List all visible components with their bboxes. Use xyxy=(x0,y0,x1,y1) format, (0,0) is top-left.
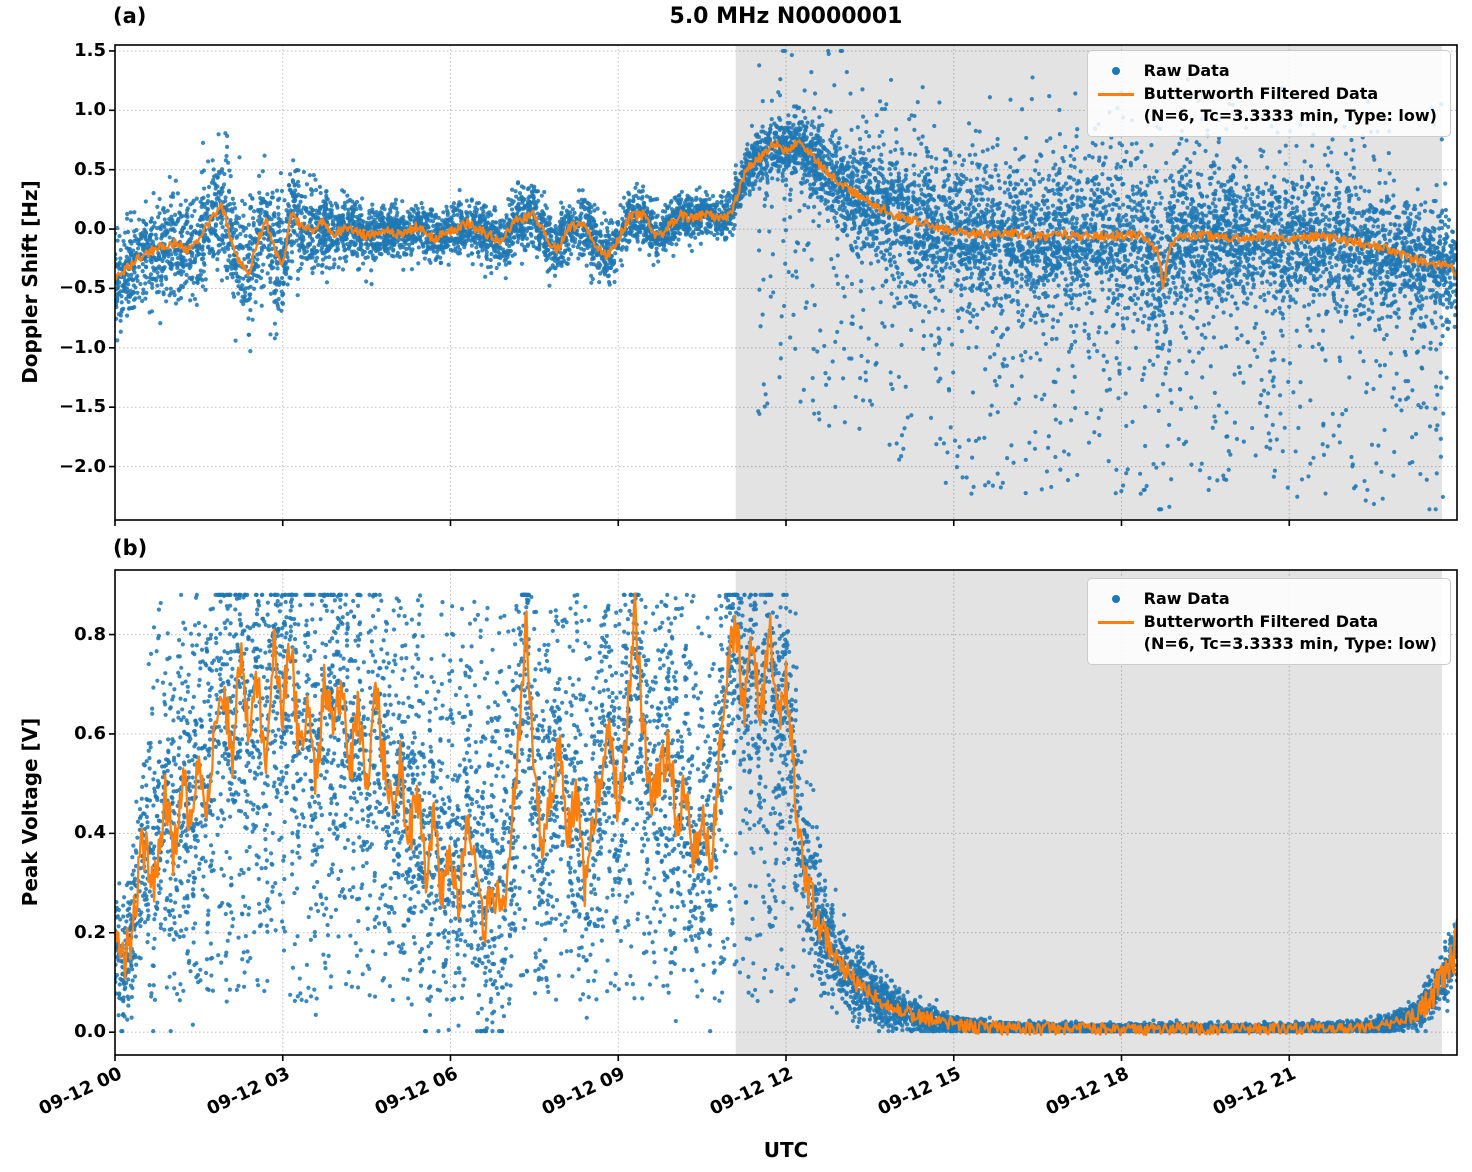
legend-filtered-label: Butterworth Filtered Data xyxy=(1143,84,1379,103)
legend-raw-label: Raw Data xyxy=(1143,589,1230,608)
y-tick-label: −1.0 xyxy=(59,336,106,358)
legend-raw-label: Raw Data xyxy=(1143,61,1230,80)
panel-a-label: (a) xyxy=(113,4,147,28)
legend-filtered-label: Butterworth Filtered Data xyxy=(1143,612,1379,631)
y-tick-label: 0.5 xyxy=(74,158,106,180)
figure-title: 5.0 MHz N0000001 xyxy=(669,4,903,29)
legend-handle-raw xyxy=(1098,595,1134,603)
legend-panel-b: Raw Data Butterworth Filtered Data (N=6,… xyxy=(1086,578,1451,665)
legend-filtered-text: Butterworth Filtered Data (N=6, Tc=3.333… xyxy=(1144,83,1437,127)
y-tick-label: −0.5 xyxy=(59,277,106,299)
y-tick-label: −2.0 xyxy=(59,455,106,477)
y-tick-label: 0.0 xyxy=(74,218,106,240)
raw-data-marker-icon xyxy=(1111,595,1120,603)
raw-data-marker-icon xyxy=(1111,67,1120,75)
legend-filtered-sub: (N=6, Tc=3.3333 min, Type: low) xyxy=(1143,106,1437,125)
y-tick-label: 1.0 xyxy=(74,99,106,121)
legend-filtered-row: Butterworth Filtered Data (N=6, Tc=3.333… xyxy=(1097,611,1437,655)
y-axis-label-voltage: Peak Voltage [V] xyxy=(18,717,42,907)
legend-handle-filtered xyxy=(1097,611,1134,624)
filtered-line-icon xyxy=(1097,621,1134,624)
legend-filtered-sub: (N=6, Tc=3.3333 min, Type: low) xyxy=(1143,634,1437,653)
legend-panel-a: Raw Data Butterworth Filtered Data (N=6,… xyxy=(1086,50,1451,137)
filtered-line-icon xyxy=(1097,93,1134,96)
y-tick-label: 0.0 xyxy=(74,1021,106,1043)
x-axis-label-utc: UTC xyxy=(763,1138,809,1162)
legend-handle-filtered xyxy=(1097,83,1134,96)
y-tick-label: 0.6 xyxy=(74,722,106,744)
y-tick-label: 1.5 xyxy=(74,39,106,61)
y-tick-label: −1.5 xyxy=(59,396,106,418)
legend-filtered-text: Butterworth Filtered Data (N=6, Tc=3.333… xyxy=(1144,611,1437,655)
legend-raw-row: Raw Data xyxy=(1098,60,1437,82)
y-tick-label: 0.2 xyxy=(74,921,106,943)
legend-handle-raw xyxy=(1098,67,1134,75)
y-tick-label: 0.8 xyxy=(74,623,106,645)
y-tick-label: 0.4 xyxy=(74,822,106,844)
legend-filtered-row: Butterworth Filtered Data (N=6, Tc=3.333… xyxy=(1097,83,1437,127)
legend-raw-row: Raw Data xyxy=(1098,588,1437,610)
panel-b-label: (b) xyxy=(113,536,148,560)
